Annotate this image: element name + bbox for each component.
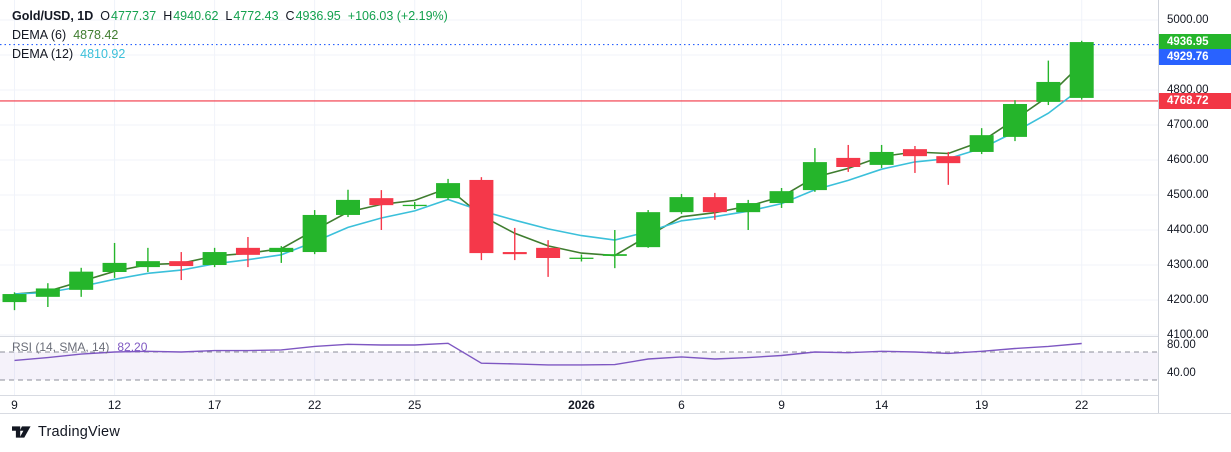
candle-body bbox=[736, 203, 761, 213]
tradingview-attribution[interactable]: TradingView bbox=[12, 421, 120, 443]
price-tick-label: 4300.00 bbox=[1167, 259, 1209, 271]
price-tick-label: 4700.00 bbox=[1167, 119, 1209, 131]
candle-body bbox=[636, 212, 661, 248]
candle-body bbox=[202, 252, 227, 265]
candle-body bbox=[469, 179, 494, 254]
candle-body bbox=[1003, 104, 1027, 137]
price-tick-label: 4400.00 bbox=[1167, 224, 1209, 236]
price-tick-label: 4500.00 bbox=[1167, 189, 1209, 201]
rsi-value: 82.20 bbox=[117, 340, 148, 354]
rsi-tick-label: 40.00 bbox=[1167, 367, 1196, 379]
ohlc-low: L 4772.43 bbox=[225, 8, 279, 23]
time-tick-label: 19 bbox=[974, 398, 989, 412]
blue-level-badge: 4929.76 bbox=[1159, 49, 1231, 66]
candle-body bbox=[902, 149, 927, 157]
candle-body bbox=[402, 204, 427, 207]
candle-body bbox=[436, 183, 461, 199]
chart-legend: Gold/USD, 1D O 4777.37 H 4940.62 L 4772.… bbox=[12, 6, 448, 63]
price-scale-border bbox=[1158, 0, 1159, 413]
indicator-legend-dema6[interactable]: DEMA (6) 4878.42 bbox=[12, 25, 448, 44]
rsi-legend-row[interactable]: RSI (14, SMA, 14) 82.20 bbox=[12, 340, 147, 354]
candle-body bbox=[1036, 81, 1061, 102]
candle-body bbox=[602, 254, 627, 256]
price-tick-label: 4600.00 bbox=[1167, 154, 1209, 166]
symbol-legend-row[interactable]: Gold/USD, 1D O 4777.37 H 4940.62 L 4772.… bbox=[12, 6, 448, 25]
chart-bottom-border bbox=[0, 413, 1231, 414]
ohlc-high: H 4940.62 bbox=[163, 8, 219, 23]
time-tick-label: 9 bbox=[778, 398, 785, 412]
candle-body bbox=[2, 294, 27, 303]
candle-body bbox=[235, 247, 260, 255]
indicator-value: 4878.42 bbox=[73, 27, 119, 42]
time-tick-label: 25 bbox=[408, 398, 422, 412]
candle-body bbox=[369, 198, 394, 206]
candle-body bbox=[1069, 42, 1094, 98]
price-change: +106.03 (+2.19%) bbox=[347, 8, 448, 23]
pane-divider[interactable] bbox=[0, 336, 1231, 337]
price-tick-label: 4100.00 bbox=[1167, 329, 1209, 341]
candle-body bbox=[336, 199, 360, 215]
time-tick-label: 2026 bbox=[568, 398, 595, 412]
price-tick-label: 5000.00 bbox=[1167, 14, 1209, 26]
tradingview-logo-icon bbox=[12, 426, 31, 438]
rsi-band bbox=[0, 352, 1158, 380]
tradingview-brand-text: TradingView bbox=[38, 424, 120, 440]
time-tick-label: 6 bbox=[678, 398, 685, 412]
time-tick-label: 12 bbox=[107, 398, 122, 412]
candle-body bbox=[102, 262, 127, 272]
price-scale[interactable]: 5000.00 4800.00 4700.00 4600.00 4500.00 4400.… bbox=[1159, 0, 1231, 413]
candle-body bbox=[569, 257, 594, 259]
ohlc-open: O 4777.37 bbox=[100, 8, 157, 23]
ohlc-close: C 4936.95 bbox=[285, 8, 341, 23]
dema-12-line bbox=[14, 87, 1083, 295]
time-tick-label: 22 bbox=[1075, 398, 1089, 412]
candle-body bbox=[502, 252, 527, 255]
candle-body bbox=[169, 261, 194, 267]
rsi-tick-label: 80.00 bbox=[1167, 339, 1196, 351]
time-tick-label: 22 bbox=[307, 398, 322, 412]
symbol-title[interactable]: Gold/USD, 1D bbox=[12, 8, 94, 23]
candle-body bbox=[536, 247, 561, 258]
candle-body bbox=[669, 197, 694, 213]
candle-body bbox=[702, 197, 727, 213]
candle-body bbox=[69, 271, 94, 290]
candle-body bbox=[269, 247, 294, 253]
time-tick-label: 9 bbox=[11, 398, 18, 412]
time-tick-label: 17 bbox=[207, 398, 222, 412]
candle-body bbox=[135, 261, 160, 268]
candle-body bbox=[769, 191, 794, 204]
candle-body bbox=[869, 151, 894, 165]
candle-body bbox=[802, 162, 827, 191]
time-axis-border bbox=[0, 395, 1231, 396]
time-axis[interactable]: 9 12 17 22 25 2026 6 9 14 19 22 bbox=[0, 396, 1158, 413]
indicator-legend-dema12[interactable]: DEMA (12) 4810.92 bbox=[12, 44, 448, 63]
candle-body bbox=[969, 135, 994, 152]
time-tick-label: 14 bbox=[874, 398, 889, 412]
candle-body bbox=[35, 288, 60, 297]
candle-body bbox=[836, 157, 861, 167]
price-tick-label: 4200.00 bbox=[1167, 294, 1209, 306]
indicator-name: DEMA (6) bbox=[12, 27, 67, 42]
red-level-badge: 4768.72 bbox=[1159, 92, 1231, 109]
rsi-line bbox=[14, 342, 1082, 366]
last-price-badge: 4936.95 bbox=[1159, 34, 1231, 51]
chart-canvas[interactable] bbox=[0, 0, 1231, 413]
indicator-value: 4810.92 bbox=[80, 46, 126, 61]
rsi-name: RSI (14, SMA, 14) bbox=[12, 340, 110, 354]
candle-body bbox=[302, 214, 327, 253]
indicator-name: DEMA (12) bbox=[12, 46, 74, 61]
candle-body bbox=[936, 156, 961, 164]
